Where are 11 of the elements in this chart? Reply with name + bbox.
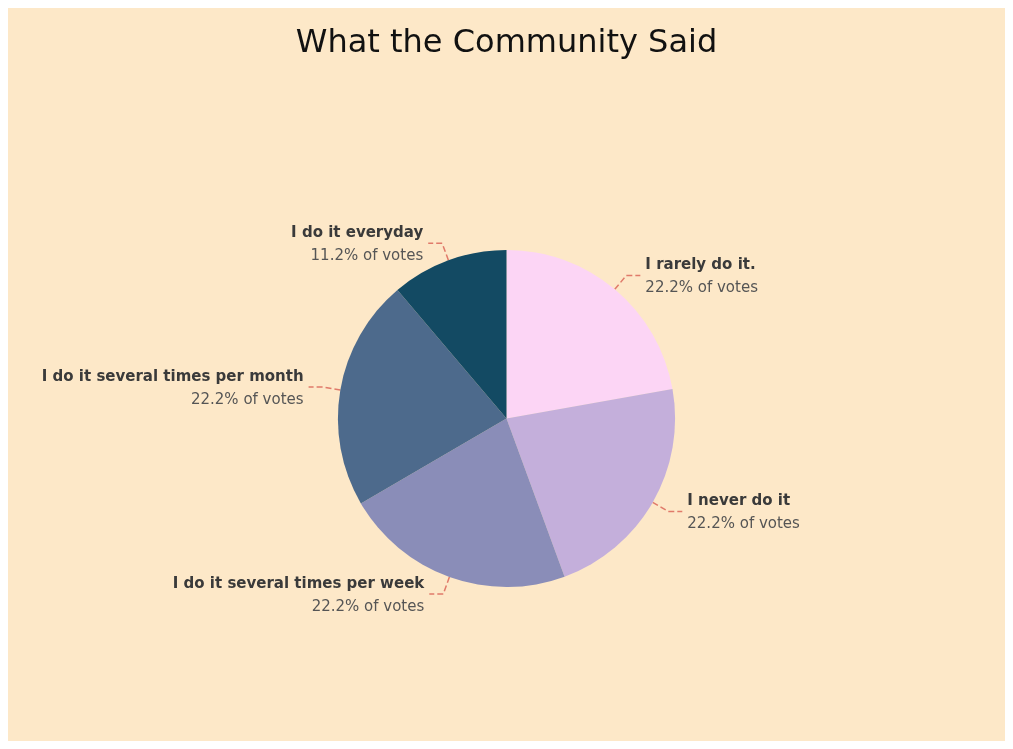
slice-label: I do it everyday <box>291 223 424 242</box>
data-label: 22.2% of votes <box>311 597 425 616</box>
data-label: 11.2% of votes <box>310 246 424 265</box>
data-label: 22.2% of votes <box>190 389 304 408</box>
slice-label: I rarely do it. <box>645 255 756 274</box>
data-label: 22.2% of votes <box>687 514 801 533</box>
chart-title: What the Community Said <box>295 22 718 60</box>
slice-label: I do it several times per month <box>41 366 304 385</box>
data-label: 22.2% of votes <box>645 278 759 297</box>
slice-label: I never do it <box>687 491 791 510</box>
slice-label: I do it several times per week <box>172 574 426 593</box>
